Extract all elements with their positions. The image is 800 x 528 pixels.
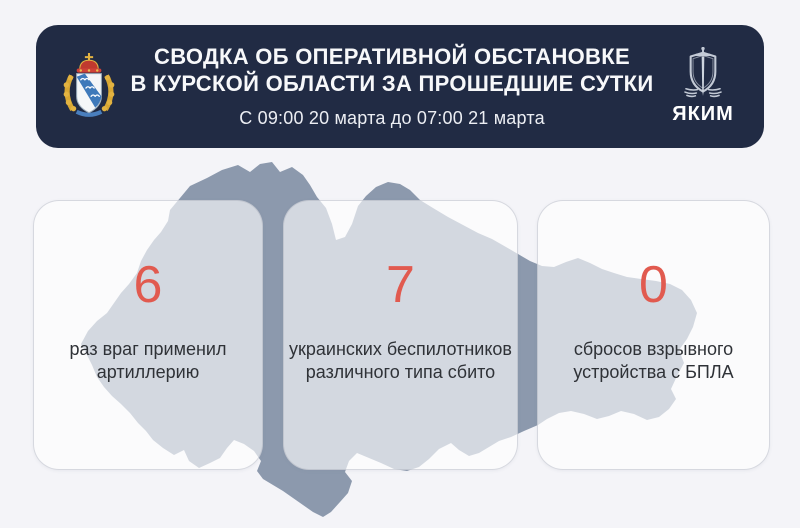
header-text-block: СВОДКА ОБ ОПЕРАТИВНОЙ ОБСТАНОВКЕ В КУРСК…: [118, 44, 666, 129]
stat-label-line1: украинских беспилотников: [289, 339, 512, 359]
shield-sword-icon: [684, 47, 722, 98]
stat-card-drones-downed: 7 украинских беспилотников различного ти…: [283, 200, 518, 470]
report-period: С 09:00 20 марта до 07:00 21 марта: [239, 107, 545, 128]
emblem-block: ЯКИМ: [666, 47, 740, 126]
stat-value: 0: [639, 256, 668, 314]
page-title-line2: В КУРСКОЙ ОБЛАСТИ ЗА ПРОШЕДШИЕ СУТКИ: [130, 70, 654, 96]
stat-label-line2: артиллерию: [96, 362, 200, 383]
stat-label-line2: устройства с БПЛА: [573, 362, 734, 383]
stat-card-uav-drops: 0 сбросов взрывного устройства с БПЛА: [537, 200, 770, 470]
stat-label-line1: раз враг применил: [69, 339, 227, 359]
stat-value: 7: [386, 256, 415, 314]
stat-label: сбросов взрывного устройства с БПЛА: [538, 338, 769, 384]
page-title-line1: СВОДКА ОБ ОПЕРАТИВНОЙ ОБСТАНОВКЕ: [154, 44, 630, 70]
stat-label-line1: сбросов взрывного: [573, 339, 734, 359]
stat-card-artillery: 6 раз враг применил артиллерию: [33, 200, 263, 470]
stat-label-line2: различного типа сбито: [305, 362, 496, 383]
emblem-caption: ЯКИМ: [672, 103, 734, 125]
stat-value: 6: [133, 256, 163, 314]
stat-label: украинских беспилотников различного типа…: [284, 338, 517, 384]
header-banner: СВОДКА ОБ ОПЕРАТИВНОЙ ОБСТАНОВКЕ В КУРСК…: [36, 25, 764, 148]
kursk-coat-of-arms-icon: [60, 52, 118, 121]
stat-label: раз враг применил артиллерию: [34, 338, 262, 384]
